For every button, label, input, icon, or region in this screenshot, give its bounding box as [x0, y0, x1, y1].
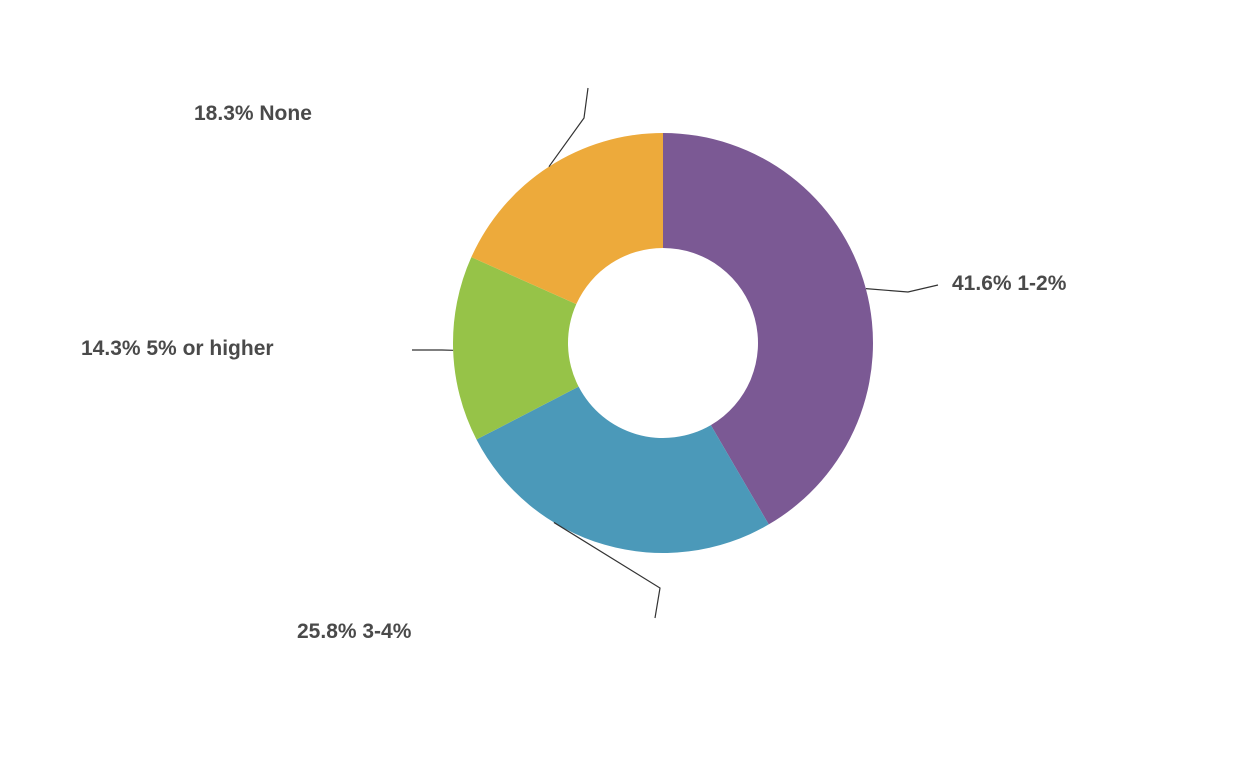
label-slice-3-4: 25.8% 3-4% — [297, 620, 411, 644]
donut-chart: 41.6% 1-2% 25.8% 3-4% 14.3% 5% or higher 18… — [0, 0, 1244, 759]
donut-svg — [0, 0, 1244, 759]
label-slice-5plus: 14.3% 5% or higher — [81, 337, 274, 361]
label-slice-1-2: 41.6% 1-2% — [952, 272, 1066, 296]
leader-slice-1-2 — [866, 285, 938, 292]
label-slice-none: 18.3% None — [194, 102, 312, 126]
